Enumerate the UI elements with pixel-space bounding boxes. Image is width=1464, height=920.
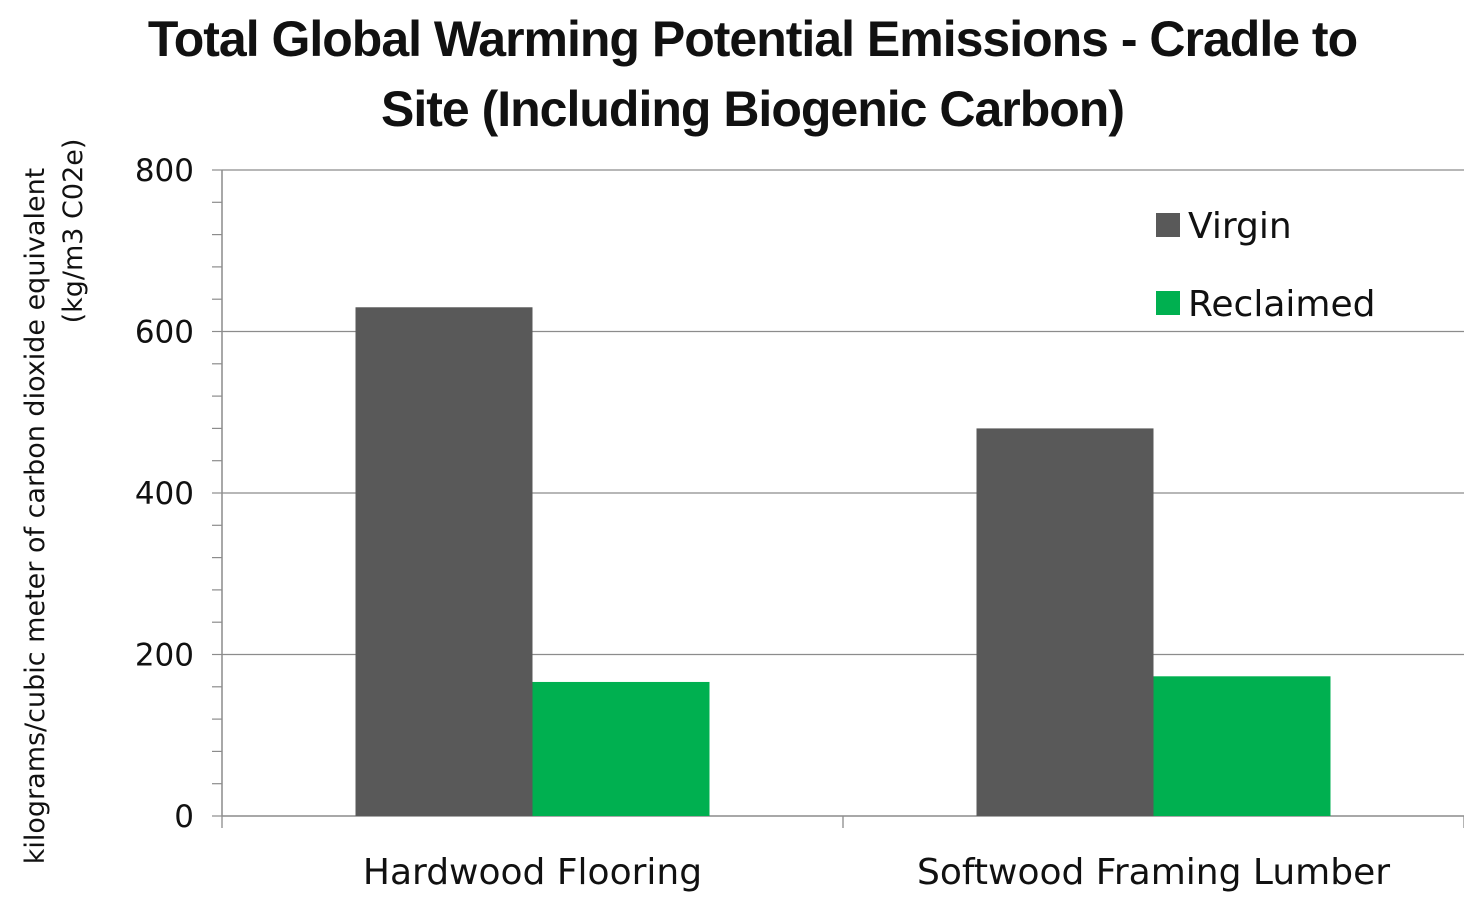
y-tick-label: 600 bbox=[135, 315, 194, 351]
y-tick-label: 800 bbox=[135, 153, 194, 189]
y-tick-label: 400 bbox=[135, 476, 194, 512]
bar-reclaimed-1 bbox=[1153, 676, 1331, 816]
x-category-label: Hardwood Flooring bbox=[363, 852, 702, 893]
legend-label-reclaimed: Reclaimed bbox=[1188, 284, 1375, 325]
labels: 0 200 400 600 800 Hardwood Flooring Softwood F… bbox=[135, 153, 1390, 893]
legend: Virgin Reclaimed bbox=[1156, 206, 1375, 325]
bar-virgin-1 bbox=[976, 428, 1154, 816]
bar-reclaimed-0 bbox=[532, 681, 710, 816]
y-axis-title: kilograms/cubic meter of carbon dioxide … bbox=[20, 139, 89, 865]
y-axis-label-line1: kilograms/cubic meter of carbon dioxide … bbox=[20, 168, 51, 865]
y-axis-label-line2: (kg/m3 C02e) bbox=[58, 139, 89, 324]
chart-title: Total Global Warming Potential Emissions… bbox=[147, 11, 1358, 137]
legend-swatch-virgin bbox=[1156, 213, 1180, 237]
bars bbox=[355, 307, 1331, 816]
legend-label-virgin: Virgin bbox=[1188, 206, 1292, 247]
y-tick-label: 200 bbox=[135, 638, 194, 674]
legend-swatch-reclaimed bbox=[1156, 291, 1180, 315]
bar-virgin-0 bbox=[355, 307, 533, 816]
x-category-label: Softwood Framing Lumber bbox=[917, 852, 1390, 893]
y-tick-label: 0 bbox=[174, 799, 194, 835]
